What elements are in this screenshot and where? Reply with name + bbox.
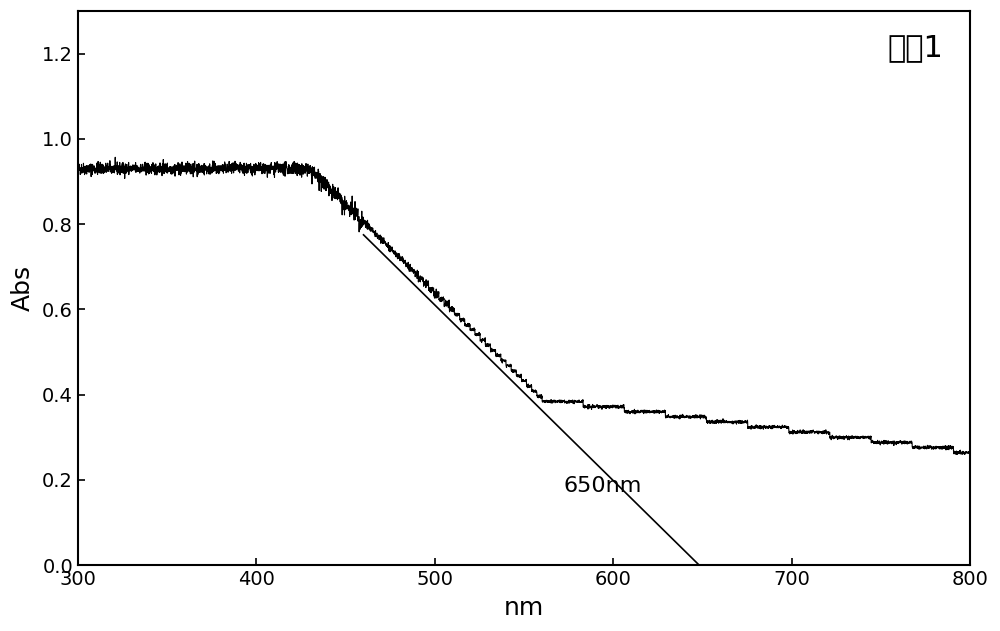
Text: 实奡1: 实奡1 xyxy=(888,33,944,62)
Y-axis label: Abs: Abs xyxy=(11,265,35,311)
Text: 650nm: 650nm xyxy=(563,476,642,496)
X-axis label: nm: nm xyxy=(504,596,544,620)
